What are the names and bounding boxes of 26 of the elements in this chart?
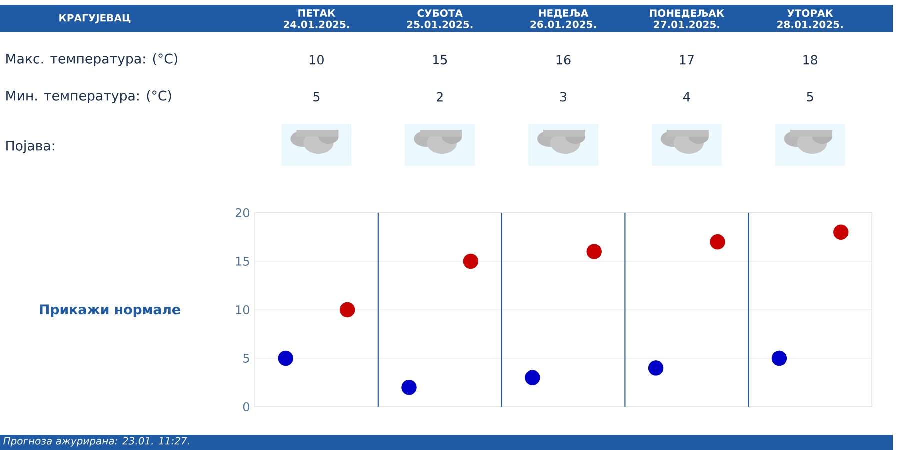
data-label: 10 <box>310 55 324 65</box>
data-label: 2 <box>436 92 443 102</box>
text: Прогноза ажурирана: 23.01. 11:27. <box>4 437 190 447</box>
text: ПОНЕДЕЉАК 27.01.2025. <box>650 10 724 28</box>
text: Појава: <box>6 140 54 154</box>
data-label: 4 <box>684 92 690 102</box>
y-tick-label: 10 <box>236 305 250 315</box>
data-label: 15 <box>433 55 448 65</box>
text: НЕДЕЉА 26.01.2025. <box>530 10 596 28</box>
data-label: 5 <box>807 92 814 102</box>
y-tick-label: 0 <box>243 402 250 412</box>
data-label: 3 <box>560 92 567 102</box>
text: Макс. температура: (°C) <box>6 54 178 66</box>
text: ПЕТАК 24.01.2025. <box>284 10 350 28</box>
y-tick-label: 5 <box>244 354 250 363</box>
y-tick-label: 15 <box>236 257 250 266</box>
text: Мин. температура: (°C) <box>6 90 172 104</box>
text: Прикажи нормале <box>40 304 180 318</box>
data-label: 18 <box>804 55 818 65</box>
data-label: 17 <box>680 55 694 65</box>
text: УТОРАК 28.01.2025. <box>778 10 843 28</box>
data-label: 5 <box>314 92 320 102</box>
y-tick-label: 20 <box>236 208 250 218</box>
text: СУБОТА 25.01.2025. <box>407 10 473 28</box>
data-label: 16 <box>556 55 571 65</box>
text: КРАГУЈЕВАЦ <box>60 14 131 24</box>
